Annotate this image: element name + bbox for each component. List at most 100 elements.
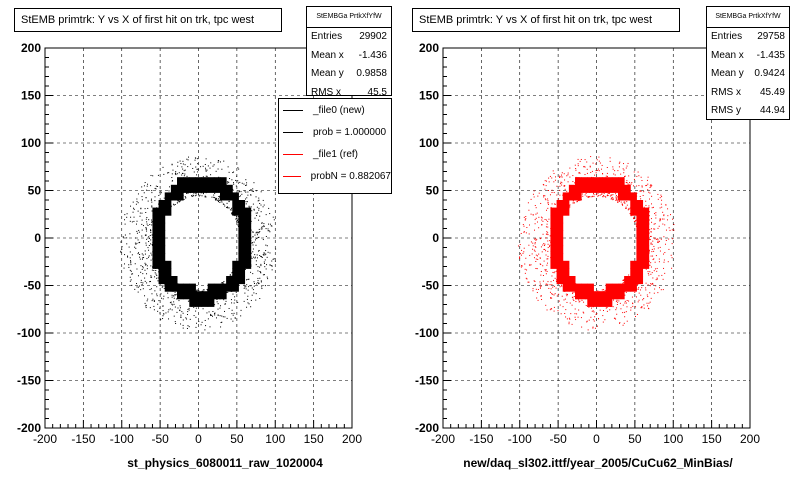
scatter-point xyxy=(640,190,642,192)
scatter-point xyxy=(150,275,152,277)
scatter-point xyxy=(554,293,556,295)
scatter-point xyxy=(571,304,573,306)
ring-cell xyxy=(244,253,252,262)
scatter-point xyxy=(593,311,595,313)
scatter-point xyxy=(661,196,663,198)
scatter-point xyxy=(133,208,135,210)
stats-row: Mean y 0.9858 xyxy=(311,68,387,79)
scatter-point xyxy=(261,288,263,290)
scatter-point xyxy=(159,307,161,309)
scatter-point xyxy=(265,244,267,246)
scatter-point xyxy=(577,163,579,165)
ring-cell xyxy=(617,177,625,186)
scatter-point xyxy=(146,265,148,267)
scatter-point xyxy=(582,195,584,197)
scatter-point xyxy=(664,272,666,274)
scatter-point xyxy=(625,206,627,208)
scatter-point xyxy=(186,158,188,160)
ring-cell xyxy=(195,184,203,193)
scatter-point xyxy=(246,201,248,203)
scatter-point xyxy=(657,241,659,243)
scatter-point xyxy=(187,159,189,161)
scatter-point xyxy=(187,311,189,313)
scatter-point xyxy=(614,170,616,172)
scatter-point xyxy=(197,163,199,165)
scatter-point xyxy=(237,218,239,220)
scatter-point xyxy=(252,191,254,193)
scatter-point xyxy=(524,272,526,274)
ring-cell xyxy=(642,230,650,239)
scatter-point xyxy=(537,195,539,197)
scatter-point xyxy=(635,316,637,318)
scatter-point xyxy=(129,220,131,222)
scatter-point xyxy=(141,199,143,201)
scatter-point xyxy=(130,261,132,263)
scatter-point xyxy=(254,234,256,236)
ring-cell xyxy=(556,215,564,224)
scatter-point xyxy=(266,256,268,258)
scatter-point xyxy=(141,219,143,221)
left-plot-title: StEMB primtrk: Y vs X of first hit on tr… xyxy=(14,8,282,32)
scatter-point xyxy=(253,182,255,184)
scatter-point xyxy=(195,326,197,328)
scatter-point xyxy=(595,163,597,165)
scatter-point xyxy=(187,308,189,310)
scatter-point xyxy=(182,319,184,321)
scatter-point xyxy=(154,200,156,202)
scatter-point xyxy=(583,166,585,168)
scatter-point xyxy=(137,253,139,255)
scatter-point xyxy=(652,206,654,208)
scatter-point xyxy=(205,169,207,171)
scatter-point xyxy=(260,228,262,230)
scatter-point xyxy=(659,207,661,209)
scatter-point xyxy=(656,267,658,269)
scatter-point xyxy=(229,178,231,180)
scatter-point xyxy=(146,185,148,187)
scatter-point xyxy=(660,194,662,196)
scatter-point xyxy=(273,219,275,221)
scatter-point xyxy=(549,244,551,246)
scatter-point xyxy=(255,190,257,192)
scatter-point xyxy=(651,243,653,245)
scatter-point xyxy=(217,161,219,163)
scatter-point xyxy=(622,168,624,170)
scatter-point xyxy=(256,257,258,259)
scatter-point xyxy=(204,196,206,198)
scatter-point xyxy=(174,173,176,175)
scatter-point xyxy=(605,175,607,177)
scatter-point xyxy=(559,175,561,177)
scatter-point xyxy=(651,185,653,187)
scatter-point xyxy=(648,302,650,304)
scatter-point xyxy=(623,172,625,174)
scatter-point xyxy=(552,286,554,288)
scatter-point xyxy=(252,289,254,291)
scatter-point xyxy=(655,217,657,219)
scatter-point xyxy=(210,315,212,317)
scatter-point xyxy=(648,249,650,251)
scatter-point xyxy=(145,263,147,265)
scatter-point xyxy=(630,307,632,309)
scatter-point xyxy=(645,268,647,270)
scatter-point xyxy=(651,248,653,250)
scatter-point xyxy=(126,237,128,239)
scatter-point xyxy=(163,295,165,297)
scatter-point xyxy=(626,165,628,167)
scatter-point xyxy=(255,264,257,266)
scatter-point xyxy=(535,213,537,215)
scatter-point xyxy=(250,271,252,273)
scatter-point xyxy=(624,201,626,203)
scatter-point xyxy=(219,199,221,201)
scatter-point xyxy=(201,290,203,292)
scatter-point xyxy=(252,231,254,233)
scatter-point xyxy=(599,194,601,196)
scatter-point xyxy=(138,229,140,231)
scatter-point xyxy=(533,280,535,282)
scatter-point xyxy=(142,282,144,284)
scatter-point xyxy=(256,238,258,240)
scatter-point xyxy=(606,172,608,174)
scatter-point xyxy=(136,242,138,244)
scatter-point xyxy=(130,205,132,207)
scatter-point xyxy=(525,218,527,220)
scatter-point xyxy=(146,216,148,218)
x-tick-label: -200 xyxy=(431,432,455,446)
